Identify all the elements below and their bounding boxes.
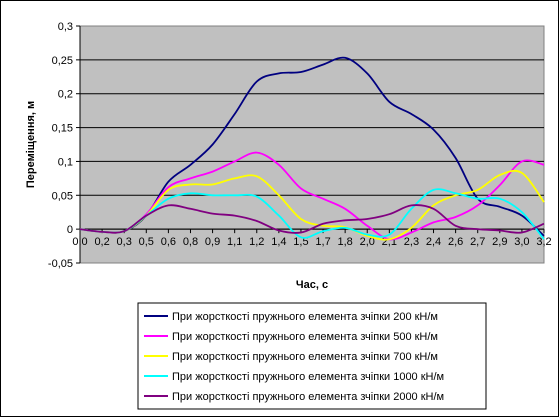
x-tick-label: 2,7	[470, 236, 485, 248]
series-line-500	[79, 151, 545, 241]
y-tick-label: 0,3	[58, 21, 73, 33]
legend-box	[137, 302, 487, 410]
x-tick-label: 0,6	[161, 236, 176, 248]
x-tick-label: 1,1	[227, 236, 242, 248]
legend-entry-1000: При жорсткості пружнього елемента зчіпки…	[172, 371, 444, 383]
x-tick-label: 2,3	[404, 236, 419, 248]
y-tick-label: 0,2	[58, 89, 73, 101]
x-tick-label: 0,2	[94, 236, 109, 248]
x-tick-label: 0,3	[117, 236, 132, 248]
x-tick-label: 3,0	[514, 236, 529, 248]
legend-entry-500: При жорсткості пружнього елемента зчіпки…	[172, 331, 438, 343]
y-tick-label: 0,25	[52, 55, 73, 67]
series-line-700	[79, 169, 545, 241]
x-tick-label: 0,9	[205, 236, 220, 248]
y-tick-label: -0,05	[48, 258, 73, 270]
x-tick-label: 0,5	[139, 236, 154, 248]
y-tick-label: 0,1	[58, 156, 73, 168]
x-tick-label: 2,6	[448, 236, 463, 248]
x-tick-label: 1,4	[271, 236, 286, 248]
x-tick-label: 2,0	[360, 236, 375, 248]
x-tick-label: 1,8	[337, 236, 352, 248]
x-tick-label: 1,7	[315, 236, 330, 248]
series-line-2000	[79, 204, 545, 234]
x-tick-label: 2,9	[492, 236, 507, 248]
y-tick-label: 0,15	[52, 123, 73, 135]
legend-entry-200: При жорсткості пружнього елемента зчіпки…	[172, 311, 438, 323]
plot-area	[79, 25, 545, 264]
legend-entry-700: При жорсткості пружнього елемента зчіпки…	[172, 351, 438, 363]
y-tick-label: 0,05	[52, 190, 73, 202]
x-tick-label: 0,0	[72, 236, 87, 248]
x-tick-label: 3,2	[536, 236, 551, 248]
y-axis-title: Переміщення, м	[25, 101, 37, 188]
legend-entry-2000: При жорсткості пружнього елемента зчіпки…	[172, 391, 444, 403]
x-tick-label: 1,5	[293, 236, 308, 248]
series-line-1000	[79, 188, 545, 240]
x-tick-label: 0,8	[183, 236, 198, 248]
y-tick-label: 0	[67, 224, 73, 236]
x-axis-title: Час, с	[296, 279, 328, 291]
x-tick-label: 2,4	[426, 236, 441, 248]
x-tick-label: 1,2	[249, 236, 264, 248]
